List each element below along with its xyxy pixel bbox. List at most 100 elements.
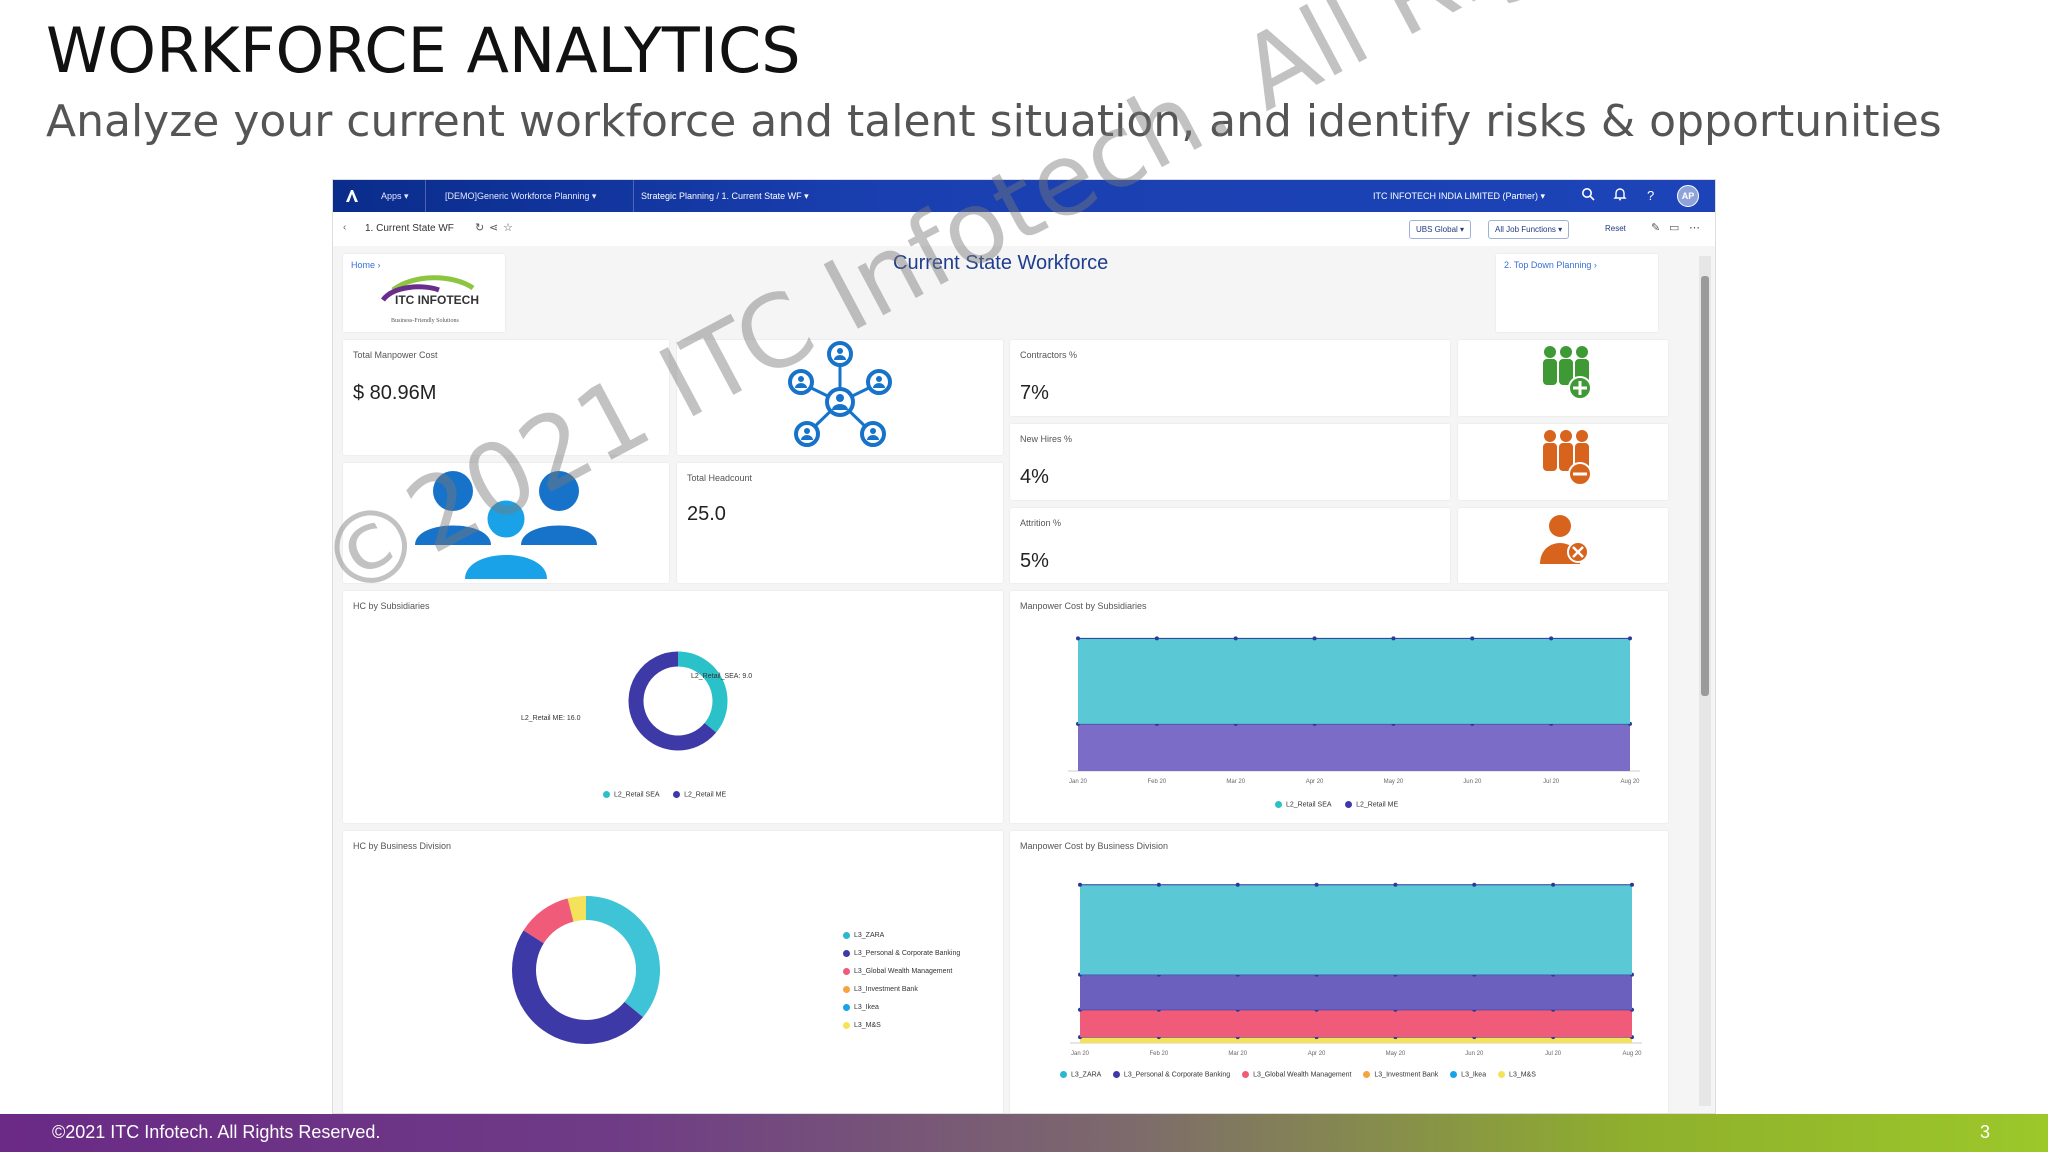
chart-legend: L3_ZARA L3_Personal & Corporate Banking …	[843, 927, 960, 1035]
legend-item: L3_ZARA	[1071, 1071, 1101, 1079]
svg-text:ITC INFOTECH: ITC INFOTECH	[395, 293, 479, 307]
page-number: 3	[1980, 1122, 1991, 1142]
legend-item: L3_ZARA	[843, 927, 960, 945]
kpi-headcount: Total Headcount 25.0	[677, 463, 1003, 583]
x-tick-label: Jun 20	[1465, 1051, 1484, 1057]
x-tick-label: Aug 20	[1620, 779, 1640, 785]
page-header: Current State Workforce	[893, 252, 1109, 274]
search-icon[interactable]	[1581, 187, 1595, 205]
area-series	[1078, 723, 1630, 771]
share-icon[interactable]: ⋖	[489, 222, 499, 234]
x-tick-label: Jun 20	[1463, 779, 1482, 785]
area-series	[1080, 1009, 1632, 1038]
home-link[interactable]: Home ›	[351, 260, 381, 270]
edit-icon[interactable]: ✎	[1651, 222, 1661, 234]
legend-item: L3_Personal & Corporate Banking	[843, 945, 960, 963]
data-point	[1470, 636, 1475, 641]
donut-slice	[512, 930, 644, 1044]
cost-subsidiaries-card: Manpower Cost by Subsidiaries Jan 20 Feb …	[1010, 591, 1668, 823]
filter-job-functions[interactable]: All Job Functions ▾	[1488, 220, 1570, 239]
x-tick-label: May 20	[1386, 1051, 1406, 1057]
embedded-app-screenshot: Apps ▾ [DEMO]Generic Workforce Planning …	[332, 179, 1716, 1114]
legend-item: L2_Retail ME	[684, 791, 727, 799]
reset-button[interactable]: Reset	[1605, 224, 1626, 233]
comment-icon[interactable]: ▭	[1669, 222, 1680, 234]
network-icon	[788, 341, 892, 447]
legend-item: L3_M&S	[1509, 1071, 1536, 1079]
area-series	[1080, 1037, 1632, 1043]
footer: ©2021 ITC Infotech. All Rights Reserved.…	[0, 1114, 2048, 1152]
data-point	[1628, 636, 1632, 641]
cost-subsidiaries-area-chart: Jan 20 Feb 20 Mar 20 Apr 20 May 20 Jun 20 Jul …	[1068, 636, 1640, 785]
help-icon[interactable]: ?	[1647, 188, 1655, 203]
shell-bar: Apps ▾ [DEMO]Generic Workforce Planning …	[333, 180, 1715, 212]
slide-title: WORKFORCE ANALYTICS	[46, 14, 801, 87]
kpi-label: Total Headcount	[687, 473, 753, 483]
legend-item: L3_Global Wealth Management	[843, 963, 960, 981]
legend-item: L3_Investment Bank	[843, 981, 960, 999]
area-series	[1080, 884, 1632, 975]
kpi-value: 4%	[1020, 466, 1049, 488]
kpi-manpower-cost: Total Manpower Cost $ 80.96M	[343, 340, 669, 455]
x-tick-label: Aug 20	[1622, 1051, 1642, 1057]
more-icon[interactable]: ⋯	[1689, 222, 1700, 234]
data-point	[1630, 882, 1634, 887]
bell-icon[interactable]	[1613, 187, 1627, 205]
file-menu[interactable]: [DEMO]Generic Workforce Planning ▾	[445, 191, 597, 201]
data-point	[1154, 636, 1159, 641]
company-menu[interactable]: ITC INFOTECH INDIA LIMITED (Partner) ▾	[1373, 191, 1546, 201]
x-tick-label: Jan 20	[1071, 1051, 1090, 1057]
kpi-contractors: Contractors % 7%	[1010, 340, 1450, 416]
story-title: 1. Current State WF	[365, 223, 454, 234]
people-group-icon	[415, 471, 597, 579]
data-point	[1551, 882, 1556, 887]
hc-division-donut	[512, 896, 660, 1044]
x-tick-label: May 20	[1384, 779, 1404, 785]
data-point	[1314, 882, 1319, 887]
donut-slice	[585, 896, 660, 1018]
slide-subtitle: Analyze your current workforce and talen…	[46, 96, 1942, 147]
scrollbar[interactable]	[1699, 256, 1711, 1106]
legend-item: L2_Retail SEA	[614, 791, 660, 799]
data-point	[1393, 882, 1398, 887]
kpi-value: $ 80.96M	[353, 382, 437, 404]
x-tick-label: Feb 20	[1150, 1051, 1169, 1057]
apps-menu[interactable]: Apps ▾	[381, 191, 409, 201]
footer-copyright: ©2021 ITC Infotech. All Rights Reserved.	[52, 1122, 381, 1142]
network-icon-card	[677, 340, 1003, 455]
kpi-value: 7%	[1020, 382, 1049, 404]
attrition-icon-card	[1458, 508, 1668, 583]
headcount-icon-card	[343, 463, 669, 583]
data-point	[1076, 636, 1080, 641]
data-label: L2_Retail_SEA: 9.0	[691, 673, 753, 680]
filter-company[interactable]: UBS Global ▾	[1409, 220, 1472, 239]
app-logo-icon[interactable]	[343, 187, 361, 205]
x-tick-label: Jul 20	[1545, 1051, 1562, 1057]
path-menu[interactable]: Strategic Planning / 1. Current State WF…	[641, 191, 809, 201]
donut-slice	[567, 896, 587, 922]
data-point	[1472, 882, 1477, 887]
kpi-label: Attrition %	[1020, 518, 1062, 528]
avatar[interactable]: AP	[1677, 185, 1699, 207]
itc-logo-icon: ITC INFOTECH Business-Friendly Solutions	[380, 275, 479, 324]
area-series	[1080, 974, 1632, 1010]
legend-item: L3_Ikea	[1461, 1071, 1487, 1079]
data-point	[1312, 636, 1317, 641]
chart-legend: L2_Retail SEA L2_Retail ME	[1275, 801, 1398, 808]
scrollbar-thumb[interactable]	[1701, 276, 1709, 696]
add-group-icon	[1543, 346, 1592, 400]
hc-subsidiaries-card: HC by Subsidiaries L2_Retail_SEA: 9.0 L2…	[343, 591, 1003, 823]
back-icon[interactable]: ‹	[343, 222, 347, 233]
cost-division-area-chart: Jan 20 Feb 20 Mar 20 Apr 20 May 20 Jun 20 Jul …	[1070, 882, 1642, 1057]
legend-item: L3_Personal & Corporate Banking	[1123, 1071, 1231, 1079]
chart-legend: L2_Retail SEA L2_Retail ME	[603, 791, 726, 798]
x-tick-label: Feb 20	[1148, 779, 1167, 785]
kpi-label: Total Manpower Cost	[353, 350, 438, 360]
refresh-icon[interactable]: ↻	[475, 222, 485, 234]
x-tick-label: Mar 20	[1228, 1051, 1247, 1057]
next-page-link[interactable]: 2. Top Down Planning ›	[1504, 260, 1597, 270]
x-tick-label: Apr 20	[1306, 779, 1324, 785]
star-icon[interactable]: ☆	[503, 222, 513, 234]
data-point	[1233, 636, 1238, 641]
